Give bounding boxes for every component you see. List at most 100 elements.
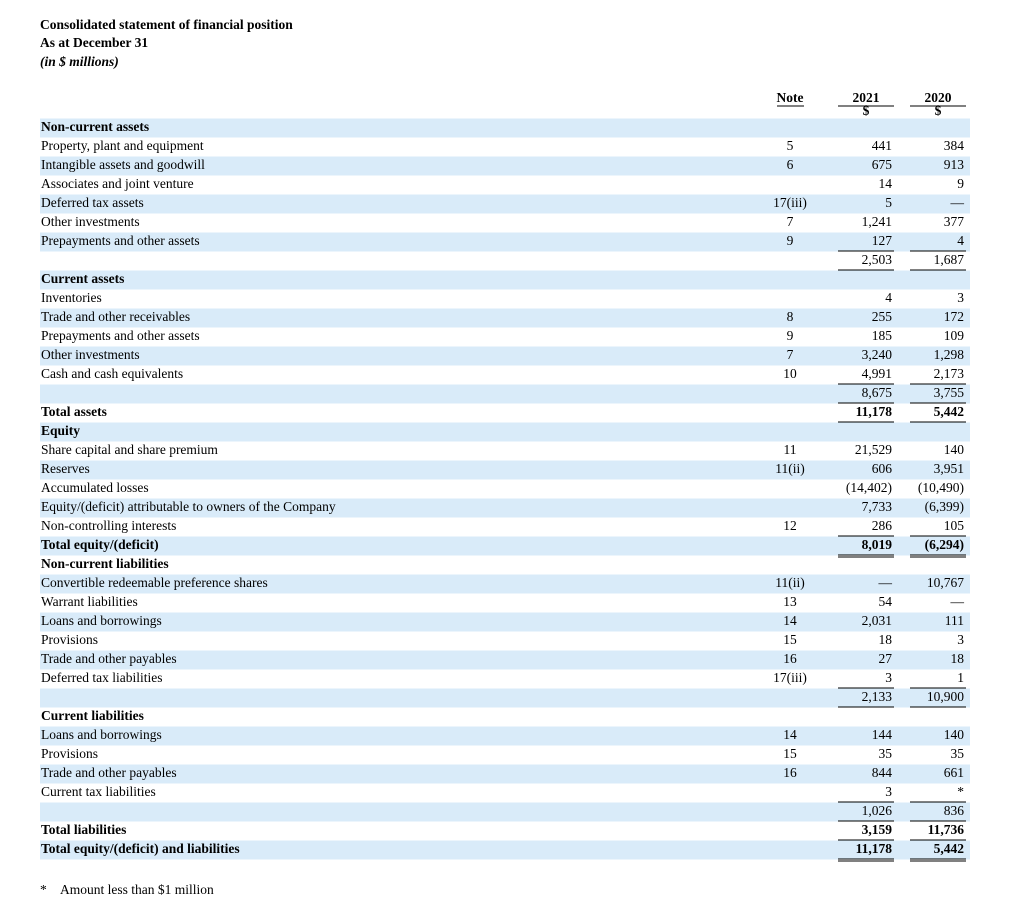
note: 12 <box>783 518 797 533</box>
note: 11(ii) <box>775 575 805 590</box>
value-2021: 4,991 <box>862 366 892 381</box>
value-2020: 10,900 <box>927 689 964 704</box>
section-heading: Non-current assets <box>41 119 149 134</box>
row-shade <box>40 232 970 252</box>
value-2020: 140 <box>944 442 965 457</box>
value-2020: (6,294) <box>925 537 964 552</box>
value-2021: 3,240 <box>862 347 893 362</box>
value-2021: 54 <box>879 594 893 609</box>
row-label: Loans and borrowings <box>41 727 162 742</box>
row-label: Inventories <box>41 290 102 305</box>
row-label: Total equity/(deficit) and liabilities <box>41 841 240 856</box>
value-2020: 3,755 <box>934 385 965 400</box>
row-shade <box>40 536 970 556</box>
row-shade <box>40 460 970 480</box>
currency: $ <box>935 103 942 118</box>
row-label: Convertible redeemable preference shares <box>41 575 268 590</box>
value-2021: 286 <box>872 518 893 533</box>
value-2020: 1,687 <box>934 252 965 267</box>
column-header: 2020 <box>925 90 952 105</box>
value-2020: 377 <box>944 214 965 229</box>
value-2021: 675 <box>872 157 893 172</box>
value-2020: 4 <box>957 233 964 248</box>
value-2021: 3 <box>885 784 892 799</box>
value-2021: (14,402) <box>846 480 892 495</box>
value-2020: 3,951 <box>934 461 964 476</box>
note: 15 <box>783 632 797 647</box>
value-2021: 144 <box>872 727 893 742</box>
row-label: Warrant liabilities <box>41 594 138 609</box>
row-label: Loans and borrowings <box>41 613 162 628</box>
value-2021: 8,675 <box>862 385 893 400</box>
value-2020: 9 <box>957 176 964 191</box>
row-shade <box>40 270 970 290</box>
note: 13 <box>783 594 797 609</box>
value-2020: 3 <box>957 290 964 305</box>
value-2020: 105 <box>944 518 965 533</box>
note: 17(iii) <box>773 195 807 210</box>
row-shade <box>40 574 970 594</box>
value-2020: 35 <box>951 746 965 761</box>
units: (in $ millions) <box>40 54 119 69</box>
row-shade <box>40 346 970 366</box>
row-label: Trade and other payables <box>41 765 177 780</box>
row-label: Reserves <box>41 461 90 476</box>
row-shade <box>40 498 970 518</box>
subtitle: As at December 31 <box>40 35 148 50</box>
value-2021: 2,503 <box>862 252 893 267</box>
value-2021: 441 <box>872 138 892 153</box>
row-shade <box>40 384 970 404</box>
row-shade <box>40 194 970 214</box>
value-2021: 14 <box>879 176 893 191</box>
value-2021: 844 <box>872 765 893 780</box>
note: 7 <box>787 347 794 362</box>
value-2020: — <box>950 594 965 609</box>
value-2020: 913 <box>944 157 965 172</box>
note: 14 <box>783 613 797 628</box>
note: 5 <box>787 138 794 153</box>
value-2020: 5,442 <box>934 841 965 856</box>
row-shade <box>40 650 970 670</box>
row-label: Non-controlling interests <box>41 518 176 533</box>
note: 6 <box>787 157 794 172</box>
value-2020: 11,736 <box>928 822 965 837</box>
value-2021: 21,529 <box>855 442 892 457</box>
row-label: Trade and other receivables <box>41 309 190 324</box>
title: Consolidated statement of financial posi… <box>40 17 293 32</box>
value-2021: 3,159 <box>862 822 893 837</box>
value-2020: (6,399) <box>925 499 964 514</box>
section-heading: Current liabilities <box>41 708 144 723</box>
column-header: Note <box>777 90 804 105</box>
column-header: 2021 <box>853 90 880 105</box>
row-shade <box>40 612 970 632</box>
row-label: Other investments <box>41 347 140 362</box>
section-heading: Current assets <box>41 271 124 286</box>
currency: $ <box>863 103 870 118</box>
row-label: Total liabilities <box>41 822 126 837</box>
footnote-marker: * <box>40 882 47 897</box>
row-label: Prepayments and other assets <box>41 328 200 343</box>
note: 9 <box>787 233 794 248</box>
row-label: Trade and other payables <box>41 651 177 666</box>
section-heading: Non-current liabilities <box>41 556 169 571</box>
row-label: Property, plant and equipment <box>41 138 204 153</box>
value-2020: 109 <box>944 328 965 343</box>
row-label: Total equity/(deficit) <box>41 537 159 552</box>
row-label: Deferred tax assets <box>41 195 144 210</box>
note: 8 <box>787 309 794 324</box>
value-2021: 2,133 <box>862 689 893 704</box>
row-shade <box>40 726 970 746</box>
note: 11 <box>784 442 797 457</box>
row-label: Intangible assets and goodwill <box>41 157 205 172</box>
value-2020: 5,442 <box>934 404 965 419</box>
value-2021: 606 <box>872 461 893 476</box>
note: 17(iii) <box>773 670 807 685</box>
row-label: Equity/(deficit) attributable to owners … <box>41 499 336 514</box>
row-label: Share capital and share premium <box>41 442 218 457</box>
value-2021: 5 <box>885 195 892 210</box>
row-shade <box>40 118 970 138</box>
row-shade <box>40 764 970 784</box>
note: 15 <box>783 746 797 761</box>
